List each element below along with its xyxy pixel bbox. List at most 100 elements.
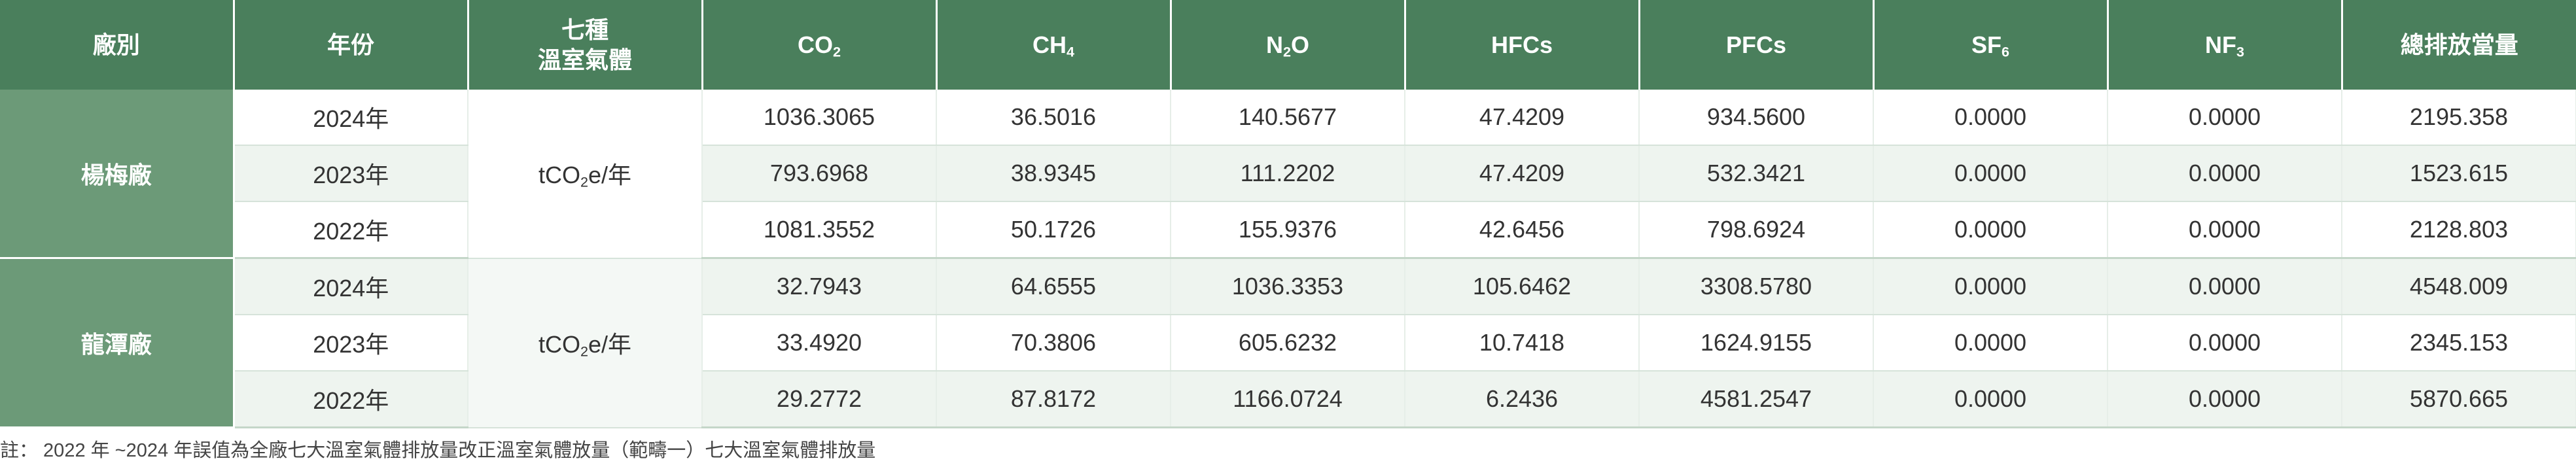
unit-sub: 2 <box>580 343 588 360</box>
hfcs-cell: 42.6456 <box>1405 201 1640 259</box>
year-cell: 2022年 <box>234 201 468 259</box>
header-sf6-sub: 6 <box>2002 43 2010 60</box>
pfcs-cell: 532.3421 <box>1639 145 1874 202</box>
n2o-cell: 605.6232 <box>1171 315 1405 372</box>
total-cell: 2345.153 <box>2342 315 2576 372</box>
header-row: 廠別 年份 七種 溫室氣體 CO2 CH4 N2O HFCs PFCs SF6 … <box>0 0 2576 90</box>
header-nf3-base: NF <box>2204 31 2236 58</box>
table-row: 2022年 1081.3552 50.1726 155.9376 42.6456… <box>0 201 2576 259</box>
header-gas-type-line2: 溫室氣體 <box>537 46 632 73</box>
unit-pre: tCO <box>538 331 580 358</box>
co2-cell: 1036.3065 <box>702 90 937 146</box>
n2o-cell: 1166.0724 <box>1171 371 1405 428</box>
ch4-cell: 70.3806 <box>936 315 1171 372</box>
ch4-cell: 87.8172 <box>936 371 1171 428</box>
header-sf6: SF6 <box>1873 0 2109 90</box>
header-n2o-tail: O <box>1291 31 1310 58</box>
co2-cell: 1081.3552 <box>702 201 937 259</box>
header-n2o-base: N <box>1265 31 1283 58</box>
total-cell: 2195.358 <box>2342 90 2576 146</box>
nf3-cell: 0.0000 <box>2108 258 2342 315</box>
table-body: 楊梅廠 2024年 tCO2e/年 1036.3065 36.5016 140.… <box>0 90 2576 428</box>
header-plant: 廠別 <box>0 0 235 90</box>
n2o-cell: 155.9376 <box>1171 201 1405 259</box>
sf6-cell: 0.0000 <box>1873 371 2108 428</box>
unit-cell: tCO2e/年 <box>468 90 703 259</box>
header-n2o-sub: 2 <box>1282 43 1291 60</box>
table-row: 龍潭廠 2024年 tCO2e/年 32.7943 64.6555 1036.3… <box>0 258 2576 428</box>
total-cell: 1523.615 <box>2342 145 2576 202</box>
co2-cell: 29.2772 <box>702 371 937 428</box>
header-ch4-sub: 4 <box>1066 43 1074 60</box>
header-pfcs: PFCs <box>1639 0 1875 90</box>
n2o-cell: 1036.3353 <box>1171 258 1405 315</box>
nf3-cell: 0.0000 <box>2108 315 2342 372</box>
pfcs-cell: 4581.2547 <box>1639 371 1874 428</box>
plant-name-cell: 龍潭廠 <box>0 258 235 428</box>
pfcs-cell: 3308.5780 <box>1639 258 1874 315</box>
hfcs-cell: 6.2436 <box>1405 371 1640 428</box>
co2-cell: 32.7943 <box>702 258 937 315</box>
sf6-cell: 0.0000 <box>1873 90 2108 146</box>
year-cell: 2022年 <box>234 371 468 428</box>
nf3-cell: 0.0000 <box>2108 145 2342 202</box>
unit-post: e/年 <box>588 162 632 189</box>
year-cell: 2024年 <box>234 258 468 315</box>
total-cell: 4548.009 <box>2342 258 2576 315</box>
header-co2-sub: 2 <box>832 43 841 60</box>
table-row: 2023年 793.6968 38.9345 111.2202 47.4209 … <box>0 145 2576 202</box>
total-cell: 2128.803 <box>2342 201 2576 259</box>
header-gas-type: 七種 溫室氣體 <box>468 0 703 90</box>
header-hfcs: HFCs <box>1405 0 1640 90</box>
hfcs-cell: 47.4209 <box>1405 145 1640 202</box>
unit-cell: tCO2e/年 <box>468 258 703 428</box>
header-year: 年份 <box>234 0 469 90</box>
pfcs-cell: 934.5600 <box>1639 90 1874 146</box>
hfcs-cell: 10.7418 <box>1405 315 1640 372</box>
nf3-cell: 0.0000 <box>2108 90 2342 146</box>
n2o-cell: 111.2202 <box>1171 145 1405 202</box>
year-cell: 2023年 <box>234 145 468 202</box>
ch4-cell: 50.1726 <box>936 201 1171 259</box>
header-co2: CO2 <box>702 0 938 90</box>
unit-post: e/年 <box>588 331 632 358</box>
year-cell: 2023年 <box>234 315 468 372</box>
unit-sub: 2 <box>580 173 588 190</box>
co2-cell: 33.4920 <box>702 315 937 372</box>
sf6-cell: 0.0000 <box>1873 258 2108 315</box>
total-cell: 5870.665 <box>2342 371 2576 428</box>
sf6-cell: 0.0000 <box>1873 315 2108 372</box>
pfcs-cell: 1624.9155 <box>1639 315 1874 372</box>
table-row: 2023年 33.4920 70.3806 605.6232 10.7418 1… <box>0 315 2576 372</box>
table-row: 楊梅廠 2024年 tCO2e/年 1036.3065 36.5016 140.… <box>0 90 2576 259</box>
emissions-table: 廠別 年份 七種 溫室氣體 CO2 CH4 N2O HFCs PFCs SF6 … <box>0 0 2576 428</box>
ch4-cell: 38.9345 <box>936 145 1171 202</box>
header-co2-base: CO <box>797 31 833 58</box>
table-header: 廠別 年份 七種 溫室氣體 CO2 CH4 N2O HFCs PFCs SF6 … <box>0 0 2576 90</box>
header-ch4-base: CH <box>1032 31 1067 58</box>
header-nf3-sub: 3 <box>2236 43 2244 60</box>
sf6-cell: 0.0000 <box>1873 145 2108 202</box>
footnote: 註： 2022 年 ~2024 年誤值為全廠七大溫室氣體排放量改正溫室氣體放量（… <box>0 440 876 461</box>
n2o-cell: 140.5677 <box>1171 90 1405 146</box>
sf6-cell: 0.0000 <box>1873 201 2108 259</box>
nf3-cell: 0.0000 <box>2108 201 2342 259</box>
header-n2o: N2O <box>1171 0 1406 90</box>
ch4-cell: 36.5016 <box>936 90 1171 146</box>
header-sf6-base: SF <box>1971 31 2002 58</box>
year-cell: 2024年 <box>234 90 468 146</box>
header-nf3: NF3 <box>2108 0 2343 90</box>
header-ch4: CH4 <box>936 0 1172 90</box>
header-total: 總排放當量 <box>2342 0 2576 90</box>
pfcs-cell: 798.6924 <box>1639 201 1874 259</box>
nf3-cell: 0.0000 <box>2108 371 2342 428</box>
hfcs-cell: 47.4209 <box>1405 90 1640 146</box>
ch4-cell: 64.6555 <box>936 258 1171 315</box>
hfcs-cell: 105.6462 <box>1405 258 1640 315</box>
plant-name-cell: 楊梅廠 <box>0 90 235 259</box>
unit-pre: tCO <box>538 162 580 189</box>
co2-cell: 793.6968 <box>702 145 937 202</box>
table-row: 2022年 29.2772 87.8172 1166.0724 6.2436 4… <box>0 371 2576 428</box>
header-gas-type-line1: 七種 <box>561 16 609 43</box>
